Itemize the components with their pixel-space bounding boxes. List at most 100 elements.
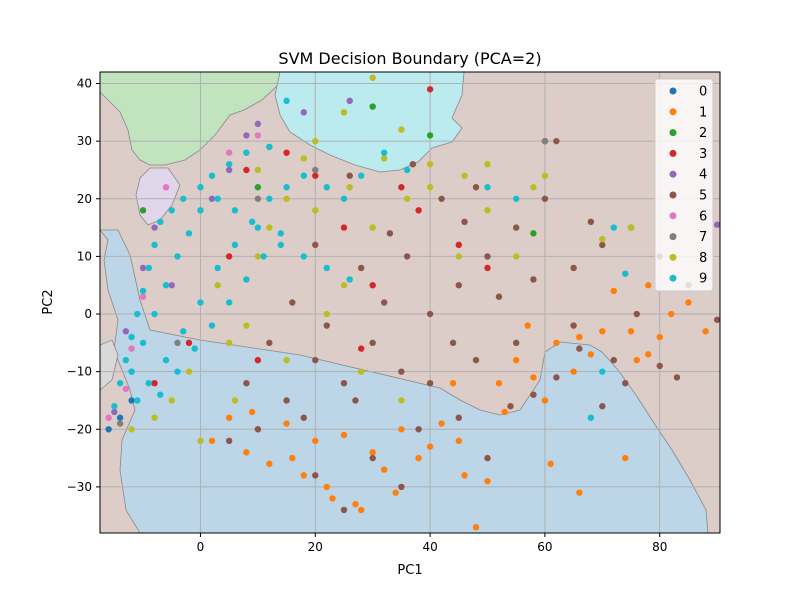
legend: 0 1 2 3 4 5 6 7 8 9	[654, 78, 714, 292]
point-class-8	[185, 368, 193, 375]
point-class-1	[541, 397, 549, 404]
point-class-9	[266, 143, 273, 151]
point-class-9	[300, 172, 307, 179]
legend-marker-5	[669, 191, 677, 199]
point-class-1	[513, 356, 520, 364]
point-class-1	[248, 408, 256, 416]
point-class-1	[243, 449, 250, 456]
point-class-9	[231, 207, 239, 214]
point-class-9	[214, 264, 221, 272]
point-class-6	[128, 345, 135, 352]
point-class-5	[323, 322, 330, 329]
point-class-9	[340, 195, 348, 202]
point-class-9	[151, 310, 158, 318]
point-class-9	[162, 282, 170, 289]
point-class-5	[289, 299, 296, 306]
legend-marker-0	[669, 87, 677, 95]
y-tick-label: 0	[84, 307, 92, 321]
legend-label-1: 1	[699, 105, 707, 120]
point-class-1	[266, 460, 273, 468]
point-class-3	[185, 339, 193, 347]
point-class-1	[501, 408, 508, 416]
point-class-4	[139, 264, 147, 272]
point-class-3	[254, 356, 262, 364]
point-class-9	[254, 224, 262, 231]
point-class-3	[340, 224, 348, 231]
point-class-8	[599, 235, 606, 243]
point-class-5	[340, 506, 348, 514]
point-class-1	[645, 351, 652, 358]
point-class-4	[225, 166, 233, 174]
point-class-9	[208, 172, 216, 179]
point-class-5	[472, 184, 480, 191]
point-class-5	[254, 426, 262, 433]
point-class-5	[461, 218, 468, 226]
point-class-8	[266, 224, 273, 231]
point-class-8	[484, 207, 491, 214]
point-class-1	[484, 477, 491, 485]
point-class-4	[168, 282, 175, 289]
point-class-1	[438, 420, 445, 427]
point-class-1	[449, 379, 457, 387]
point-class-8	[283, 195, 290, 202]
point-class-5	[587, 218, 595, 226]
point-class-5	[484, 454, 491, 462]
point-class-1	[323, 483, 330, 491]
decision-region-class-7	[100, 339, 119, 391]
y-tick-label: 30	[77, 134, 92, 148]
point-class-1	[455, 437, 462, 444]
x-axis-label: PC1	[397, 563, 422, 578]
point-class-9	[151, 241, 158, 249]
point-class-3	[426, 86, 434, 93]
point-class-5	[576, 345, 583, 352]
grid-lines	[100, 72, 720, 533]
point-class-9	[243, 149, 250, 156]
point-class-9	[277, 230, 285, 237]
legend-label-5: 5	[699, 189, 707, 204]
point-class-5	[415, 426, 422, 433]
point-class-1	[340, 431, 348, 439]
point-class-9	[622, 270, 629, 277]
legend-label-6: 6	[699, 209, 707, 224]
point-class-1	[415, 454, 422, 462]
point-class-1	[329, 495, 336, 502]
point-class-8	[283, 356, 290, 364]
y-axis-ticks: −30 −20 −10 0 10 20 30 40	[67, 77, 100, 494]
x-tick-label: 20	[308, 540, 323, 554]
point-class-9	[248, 218, 256, 226]
point-class-5	[507, 403, 514, 410]
x-tick-label: 40	[422, 540, 437, 554]
legend-marker-6	[669, 212, 677, 220]
point-class-5	[409, 161, 417, 168]
point-class-4	[243, 132, 250, 139]
point-class-5	[358, 264, 365, 272]
chart-title: SVM Decision Boundary (PCA=2)	[278, 49, 541, 68]
point-class-5	[530, 391, 537, 398]
point-class-9	[139, 287, 147, 295]
point-class-5	[530, 276, 537, 283]
point-class-5	[426, 310, 434, 318]
point-class-9	[243, 276, 250, 283]
legend-label-3: 3	[699, 147, 707, 162]
plot-frame	[99, 71, 721, 534]
decision-regions	[100, 72, 720, 533]
point-class-1	[587, 351, 595, 358]
point-class-9	[358, 172, 365, 179]
point-class-8	[168, 397, 175, 404]
point-class-8	[369, 74, 376, 81]
point-class-9	[484, 184, 491, 191]
point-class-9	[231, 241, 239, 249]
point-class-9	[599, 368, 606, 375]
point-class-0	[128, 397, 135, 404]
y-tick-label: 40	[77, 77, 92, 91]
point-class-5	[633, 310, 640, 318]
point-class-5	[541, 195, 549, 202]
point-class-9	[283, 184, 290, 191]
point-class-1	[289, 454, 296, 462]
point-class-1	[398, 426, 405, 433]
point-class-3	[312, 172, 319, 179]
point-class-9	[197, 299, 204, 306]
point-class-1	[633, 356, 640, 364]
